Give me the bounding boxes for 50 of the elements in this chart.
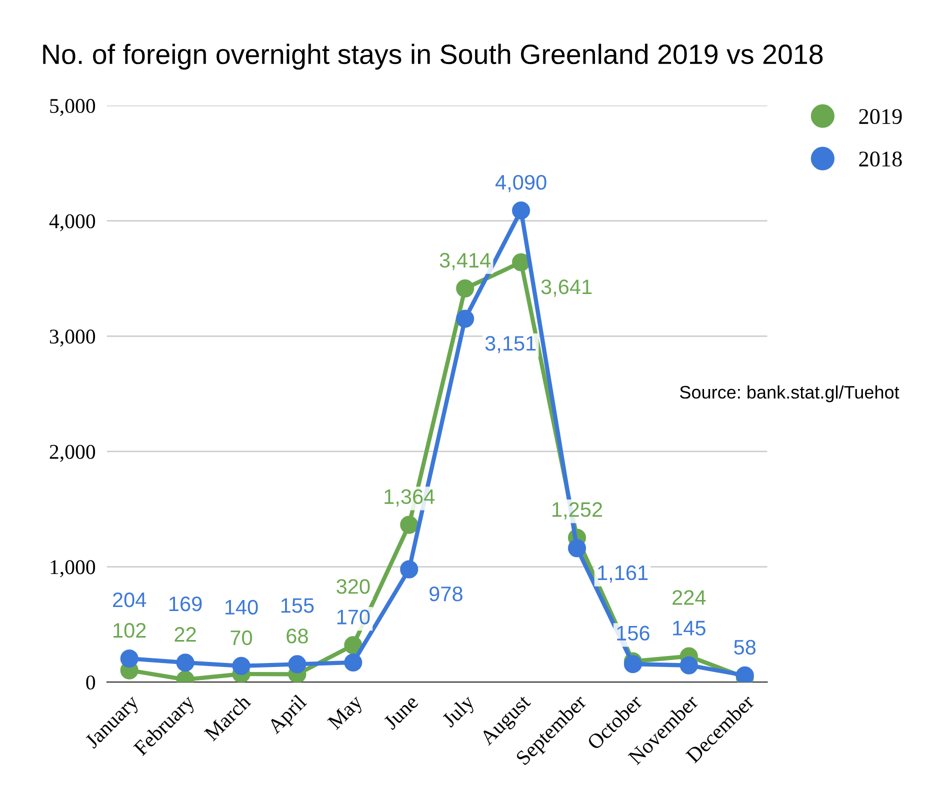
data-label: 1,252 [552,502,602,520]
point [120,650,138,668]
x-tick-label: May [327,694,366,734]
y-tick-label: 2,000 [50,444,96,462]
point [344,653,362,672]
data-label: 978 [430,586,462,602]
point [512,253,530,272]
data-label: 204 [113,592,146,608]
data-label: 4,090 [495,174,546,192]
data-label: 58 [734,640,756,655]
data-label: 320 [336,579,370,594]
y-tick-label: 3,000 [50,330,96,347]
data-label: 3,151 [485,336,536,354]
data-label: 170 [337,610,370,624]
point [176,654,194,672]
y-tick-label: 1,000 [50,560,96,578]
data-label: 3,414 [440,252,491,270]
legend-label: 2018 [859,152,902,167]
data-label: 1,161 [598,565,648,583]
y-tick-label: 5,000 [50,98,96,116]
annotation: Source: bank.stat.gl/Tuehot [680,385,900,402]
point [344,636,362,654]
chart-title: No. of foreign overnight stays in South Greenland 2019 vs 2018 [43,44,823,70]
point [456,279,474,298]
y-tick-label: 0 [86,675,96,690]
data-label: 70 [230,630,252,646]
x-tick-label: July [440,693,478,731]
data-label: 22 [174,627,196,642]
legend-label: 2019 [859,109,902,124]
data-label: 68 [286,628,308,644]
point [512,201,530,220]
x-tick-label: June [383,694,419,730]
point [456,310,474,328]
point [400,560,418,578]
data-label: 145 [673,620,706,636]
point [400,516,418,534]
data-label: 102 [114,623,146,638]
data-label: 3,641 [541,279,592,297]
data-label: 224 [672,590,706,605]
point [568,539,586,558]
y-tick-label: 4,000 [49,214,96,232]
data-label: 169 [170,596,202,612]
point [288,655,306,674]
point [680,656,698,674]
data-label: 156 [617,626,650,641]
data-label: 155 [281,598,314,613]
point [624,655,642,674]
data-label: 1,364 [384,489,435,506]
data-label: 140 [225,600,258,615]
point [232,656,250,675]
